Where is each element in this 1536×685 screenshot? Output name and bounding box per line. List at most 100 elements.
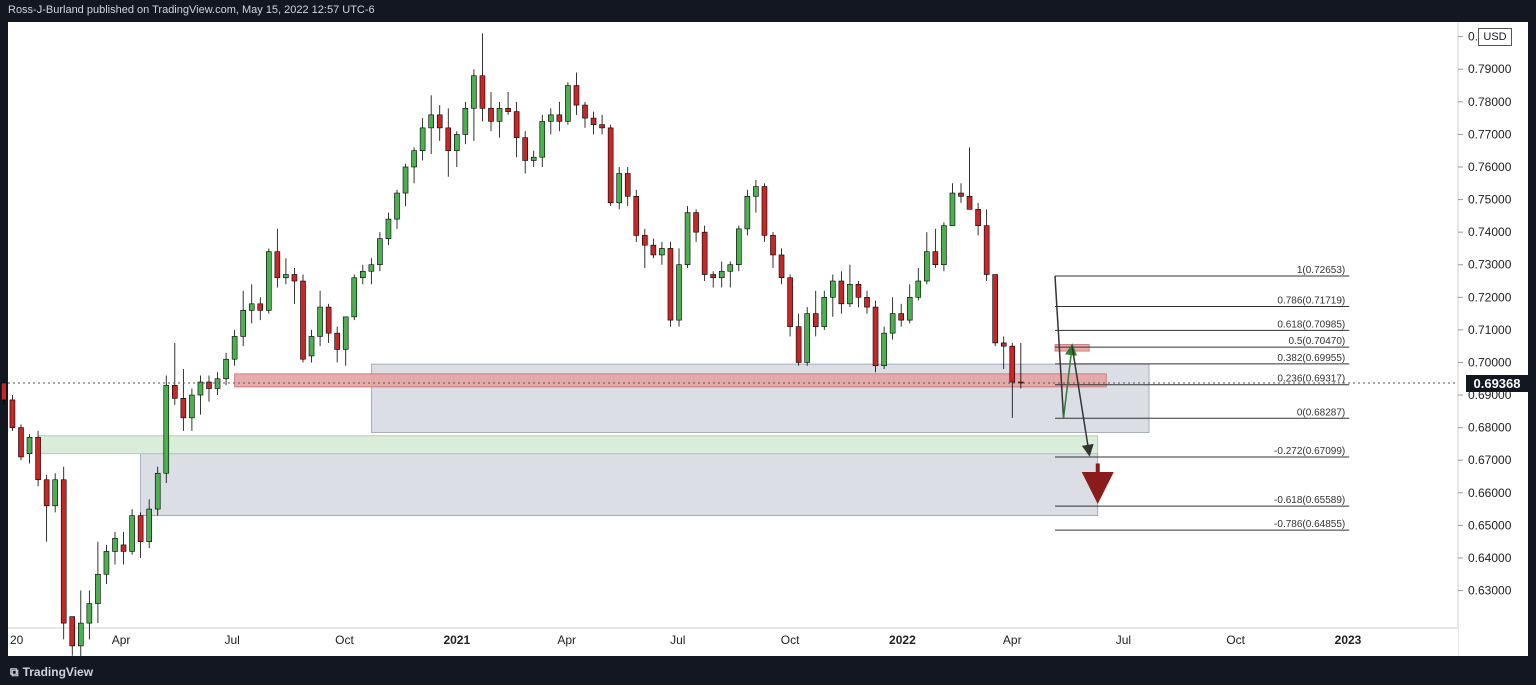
candle-body-83 bbox=[710, 274, 716, 279]
candle-body-66 bbox=[565, 85, 571, 122]
currency-label[interactable]: USD bbox=[1478, 28, 1512, 46]
time-tick-label-8: 2022 bbox=[889, 633, 916, 647]
fibonacci-layer: 1(0.72653) 0.786(0.71719) 0.618(0.70985) 0.… bbox=[1055, 265, 1350, 531]
candle-body-63 bbox=[539, 121, 546, 158]
fib-level-label-4: 0.382(0.69955) bbox=[1277, 353, 1345, 364]
candle-body-40 bbox=[342, 316, 349, 350]
candle-body-67 bbox=[573, 85, 580, 106]
candle-body-84 bbox=[718, 270, 725, 279]
candle-body-95 bbox=[812, 313, 819, 327]
candle-body-108 bbox=[924, 251, 930, 282]
candle-body-22 bbox=[189, 394, 195, 419]
candle-body-47 bbox=[402, 166, 409, 194]
price-tick-label-14: 0.77000 bbox=[1468, 127, 1512, 141]
candle-body-57 bbox=[488, 108, 494, 122]
candle-body-116 bbox=[992, 274, 998, 344]
price-tick-label-1: 0.64000 bbox=[1468, 551, 1512, 565]
candle-body-59 bbox=[505, 108, 511, 112]
candle-body-75 bbox=[642, 235, 648, 246]
candle-body-43 bbox=[368, 264, 375, 272]
fib-level-label-0: 1(0.72653) bbox=[1297, 265, 1345, 276]
candle-body-51 bbox=[436, 114, 443, 129]
candle-body-37 bbox=[317, 306, 323, 337]
candle-body-25 bbox=[214, 378, 221, 389]
candle-body-111 bbox=[949, 192, 956, 226]
candle-body-9 bbox=[78, 622, 84, 647]
tradingview-logo[interactable]: ⧉ TradingView bbox=[10, 665, 93, 680]
candle-body-106 bbox=[906, 297, 913, 321]
candle-body-21 bbox=[180, 398, 187, 419]
candle-body-77 bbox=[659, 248, 665, 256]
projection-segment-0 bbox=[1054, 276, 1065, 418]
candle-body-41 bbox=[351, 277, 358, 318]
candle-body-1 bbox=[9, 399, 16, 428]
price-tick-label-11: 0.74000 bbox=[1468, 225, 1512, 239]
candles-layer bbox=[1, 33, 1024, 685]
candle-body-44 bbox=[377, 238, 383, 266]
candle-body-11 bbox=[95, 573, 101, 604]
price-axis[interactable] bbox=[1458, 22, 1528, 656]
candle-body-85 bbox=[727, 264, 734, 272]
candle-body-89 bbox=[761, 186, 768, 236]
zones-layer bbox=[37, 344, 1150, 516]
brand-name: TradingView bbox=[22, 665, 94, 679]
candle-body-60 bbox=[513, 111, 520, 138]
tradingview-logo-icon: ⧉ bbox=[10, 665, 19, 679]
candle-body-73 bbox=[624, 173, 631, 197]
candle-body-28 bbox=[240, 310, 246, 337]
last-price-label: 0.69368 bbox=[1466, 375, 1528, 393]
candle-body-12 bbox=[103, 551, 110, 575]
candle-body-115 bbox=[983, 225, 990, 275]
candle-body-15 bbox=[129, 515, 135, 552]
time-tick-label-7: Oct bbox=[781, 633, 800, 647]
time-tick-label-3: Oct bbox=[335, 633, 354, 647]
candle-body-80 bbox=[684, 212, 691, 266]
projection-layer bbox=[8, 276, 1458, 505]
candle-body-93 bbox=[795, 326, 802, 363]
candle-body-79 bbox=[676, 264, 682, 321]
fib-level-label-3: 0.5(0.70470) bbox=[1289, 336, 1346, 347]
candle-body-70 bbox=[599, 124, 605, 129]
candle-body-55 bbox=[471, 75, 477, 109]
candle-body-23 bbox=[197, 381, 204, 396]
candle-body-101 bbox=[864, 297, 870, 308]
candle-body-32 bbox=[274, 251, 281, 279]
candle-body-114 bbox=[975, 209, 981, 226]
candle-body-99 bbox=[847, 283, 853, 305]
candle-body-96 bbox=[821, 297, 828, 327]
candle-body-49 bbox=[419, 127, 426, 151]
time-axis[interactable] bbox=[8, 628, 1458, 656]
candle-body-61 bbox=[522, 137, 528, 161]
candle-body-53 bbox=[454, 134, 460, 151]
candle-body-10 bbox=[86, 603, 93, 624]
candle-body-112 bbox=[958, 192, 964, 197]
candle-body-14 bbox=[120, 544, 127, 552]
candle-body-33 bbox=[283, 274, 289, 279]
candle-body-26 bbox=[223, 358, 229, 380]
candle-body-46 bbox=[394, 192, 400, 220]
publish-header: Ross-J-Burland published on TradingView.… bbox=[0, 0, 1536, 22]
candle-body-119 bbox=[1018, 381, 1024, 384]
candle-body-8 bbox=[69, 616, 76, 647]
price-tick-label-5: 0.68000 bbox=[1468, 421, 1512, 435]
zone-red-3 bbox=[234, 373, 1107, 388]
candle-body-92 bbox=[787, 277, 793, 327]
price-tick-label-9: 0.72000 bbox=[1468, 290, 1512, 304]
candle-body-72 bbox=[616, 173, 622, 204]
plot-area[interactable] bbox=[8, 22, 1458, 656]
candle-body-39 bbox=[334, 332, 340, 350]
candle-body-58 bbox=[496, 108, 503, 122]
candle-body-113 bbox=[966, 196, 973, 210]
price-tick-label-0: 0.63000 bbox=[1468, 584, 1512, 598]
candle-body-62 bbox=[530, 156, 537, 161]
candle-body-20 bbox=[172, 384, 178, 399]
candle-body-76 bbox=[650, 244, 657, 256]
candle-body-50 bbox=[428, 114, 434, 129]
fib-level-label-9: -0.786(0.64855) bbox=[1274, 519, 1345, 530]
candle-body-107 bbox=[915, 280, 922, 298]
candle-body-18 bbox=[154, 472, 161, 510]
candle-body-48 bbox=[411, 150, 417, 168]
candle-body-19 bbox=[163, 384, 170, 474]
candle-body-71 bbox=[607, 127, 614, 204]
